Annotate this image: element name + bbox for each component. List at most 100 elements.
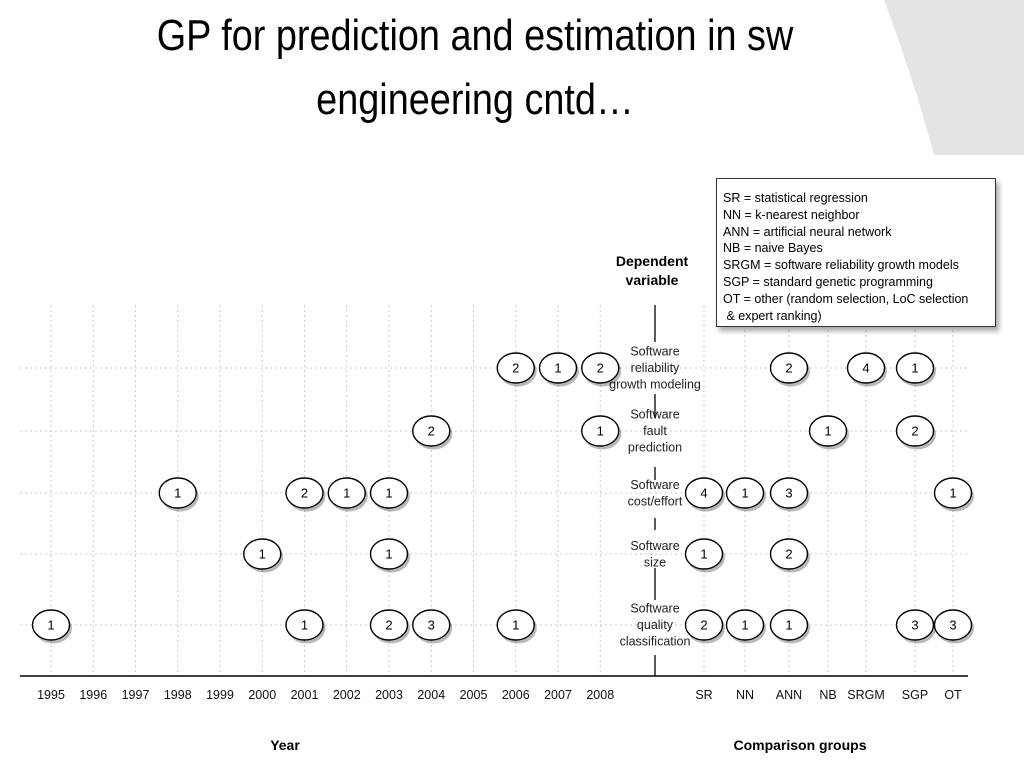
bubble-outline <box>369 477 409 509</box>
bubble: 1 <box>31 609 72 644</box>
bubble-outline <box>895 609 935 641</box>
bubble-count: 2 <box>512 361 519 376</box>
bubble: 1 <box>725 609 766 644</box>
bubble-count: 1 <box>785 618 792 633</box>
labels: 1995 1996 1997 1998 1999 2000 2001 2002 2003 2004… <box>37 253 962 753</box>
bubble-outline <box>684 538 724 570</box>
bubble: 1 <box>933 477 974 512</box>
bubble: 2 <box>581 352 622 387</box>
bubbles: 2 1 2 2 4 1 2 1 1 2 1 2 1 1 4 1 3 1 1 1 1 2 1 1 2 3 1 2 1 1 3 3 <box>31 352 974 644</box>
bubble-count: 1 <box>741 618 748 633</box>
bubble-count: 2 <box>911 424 918 439</box>
row-label: size <box>644 555 666 569</box>
bubble: 4 <box>846 352 887 387</box>
legend-entry: NB = naive Bayes <box>723 241 823 256</box>
slide-title: GP for prediction and estimation in sw e… <box>67 4 884 132</box>
bubble-count: 1 <box>597 424 604 439</box>
bubble: 1 <box>369 538 410 573</box>
legend-entry: & expert ranking) <box>723 308 822 323</box>
bubble: 2 <box>285 477 326 512</box>
dependent-variable-title: Dependent <box>616 253 689 269</box>
bubble: 1 <box>725 477 766 512</box>
row-label: reliability <box>631 361 680 375</box>
bubble: 1 <box>538 352 579 387</box>
bubble: 1 <box>684 538 725 573</box>
legend-entry: OT = other (random selection, LoC select… <box>723 291 969 306</box>
tick-label-group: NB <box>819 688 836 702</box>
bubble-outline <box>581 415 620 447</box>
bubble: 3 <box>895 609 936 644</box>
bubble: 2 <box>769 352 810 387</box>
bubble-outline <box>684 477 724 509</box>
bubble-outline <box>243 538 282 570</box>
row-label: fault <box>643 424 667 438</box>
bubble-outline <box>769 609 809 641</box>
bubble-count: 1 <box>512 618 519 633</box>
bubble: 1 <box>808 415 849 450</box>
tick-label-year: 2008 <box>586 688 614 702</box>
x-axis-title-year: Year <box>270 737 300 753</box>
bubble: 3 <box>933 609 974 644</box>
bubble-outline <box>895 352 935 384</box>
bubble-count: 2 <box>700 618 707 633</box>
row-label: quality <box>637 618 674 632</box>
bubble-count: 3 <box>785 486 792 501</box>
bubble: 2 <box>895 415 936 450</box>
tick-label-year: 1998 <box>164 688 192 702</box>
bubble-count: 2 <box>597 361 604 376</box>
row-label: Software <box>630 539 679 553</box>
tick-label-year: 1999 <box>206 688 234 702</box>
bubble: 1 <box>769 609 810 644</box>
dependent-variable-title: variable <box>626 272 679 288</box>
legend-entry: SGP = standard genetic programming <box>723 274 933 289</box>
tick-label-year: 2006 <box>502 688 530 702</box>
bubble-outline <box>327 477 366 509</box>
bubble-outline <box>933 477 973 509</box>
bubble-outline <box>725 609 765 641</box>
tick-label-year: 1996 <box>79 688 107 702</box>
bubble: 1 <box>895 352 936 387</box>
bubble: 1 <box>496 609 537 644</box>
slide-title-line-2: engineering cntd… <box>316 75 634 124</box>
bubble-outline <box>725 477 765 509</box>
bubble-outline <box>769 477 809 509</box>
bubble-count: 1 <box>554 361 561 376</box>
bubble-count: 2 <box>785 547 792 562</box>
bubble: 3 <box>769 477 810 512</box>
row-label: Software <box>630 345 679 359</box>
legend-entry: SRGM = software reliability growth model… <box>723 258 959 273</box>
tick-label-year: 2002 <box>333 688 361 702</box>
bubble-count: 1 <box>700 547 707 562</box>
tick-label-year: 2000 <box>248 688 276 702</box>
bubble-outline <box>412 609 451 641</box>
bubble-count: 1 <box>741 486 748 501</box>
bubble-count: 1 <box>174 486 181 501</box>
legend-entry: ANN = artificial neural network <box>723 224 892 239</box>
bubble: 1 <box>369 477 410 512</box>
bubble-count: 2 <box>428 424 435 439</box>
bubble-count: 1 <box>911 361 918 376</box>
bubble-outline <box>769 538 809 570</box>
axes <box>20 305 968 677</box>
tick-label-group: ANN <box>776 688 802 702</box>
bubble-count: 1 <box>949 486 956 501</box>
bubble-count: 2 <box>301 486 308 501</box>
bubble: 3 <box>412 609 453 644</box>
bubble-count: 1 <box>385 547 392 562</box>
bubble: 1 <box>243 538 284 573</box>
bubble-outline <box>158 477 197 509</box>
x-axis-title-groups: Comparison groups <box>733 737 866 753</box>
tick-label-year: 2004 <box>417 688 445 702</box>
tick-label-year: 2003 <box>375 688 403 702</box>
bubble: 2 <box>684 609 725 644</box>
bubble: 2 <box>369 609 410 644</box>
bubble-count: 4 <box>700 486 707 501</box>
bubble: 1 <box>158 477 199 512</box>
tick-label-year: 2005 <box>460 688 488 702</box>
bubble-outline <box>412 415 451 447</box>
bubble: 2 <box>496 352 537 387</box>
bubble: 2 <box>412 415 453 450</box>
bubble-count: 1 <box>301 618 308 633</box>
bubble-count: 1 <box>259 547 266 562</box>
